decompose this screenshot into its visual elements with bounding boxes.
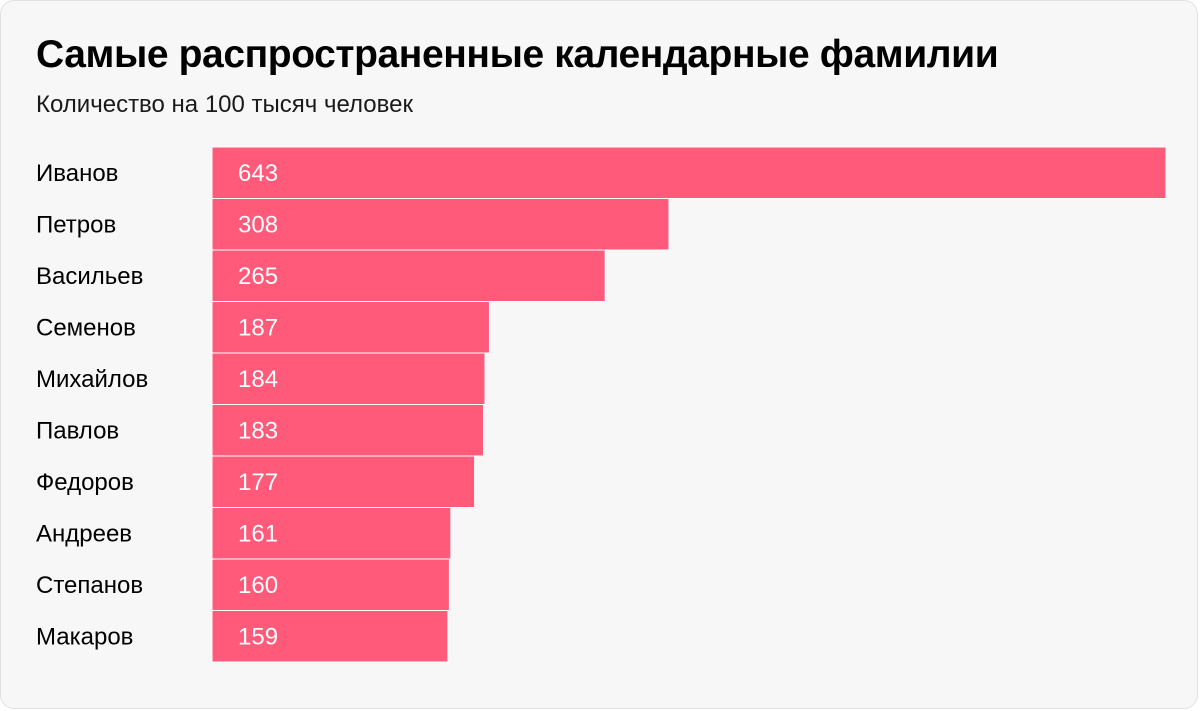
bar-10: [211, 610, 449, 663]
category-label: Федоров: [36, 469, 134, 496]
category-label: Степанов: [36, 572, 143, 599]
category-label: Васильев: [36, 263, 143, 290]
category-label: Павлов: [36, 417, 119, 444]
value-label: 643: [238, 160, 278, 187]
bar-6: [211, 404, 485, 457]
value-label: 308: [238, 211, 278, 238]
value-label: 184: [238, 366, 278, 393]
category-label: Петров: [36, 211, 116, 238]
category-label: Семенов: [36, 314, 136, 341]
bar-5: [211, 352, 486, 405]
bar-7: [211, 455, 476, 508]
category-label: Макаров: [36, 623, 133, 650]
bar-2: [211, 198, 670, 251]
value-label: 183: [238, 417, 278, 444]
bar-9: [211, 558, 450, 611]
value-label: 177: [238, 469, 278, 496]
value-label: 160: [238, 572, 278, 599]
value-label: 159: [238, 623, 278, 650]
category-label: Михайлов: [36, 366, 148, 393]
bar-8: [211, 507, 452, 560]
bar-4: [211, 301, 490, 354]
value-label: 265: [238, 263, 278, 290]
value-label: 187: [238, 314, 278, 341]
value-label: 161: [238, 520, 278, 547]
chart-title: Самые распространенные календарные фамил…: [36, 33, 999, 76]
chart-subtitle: Количество на 100 тысяч человек: [36, 91, 413, 118]
category-label: Андреев: [36, 520, 132, 547]
bar-1: [211, 146, 1167, 199]
category-label: Иванов: [36, 160, 118, 187]
